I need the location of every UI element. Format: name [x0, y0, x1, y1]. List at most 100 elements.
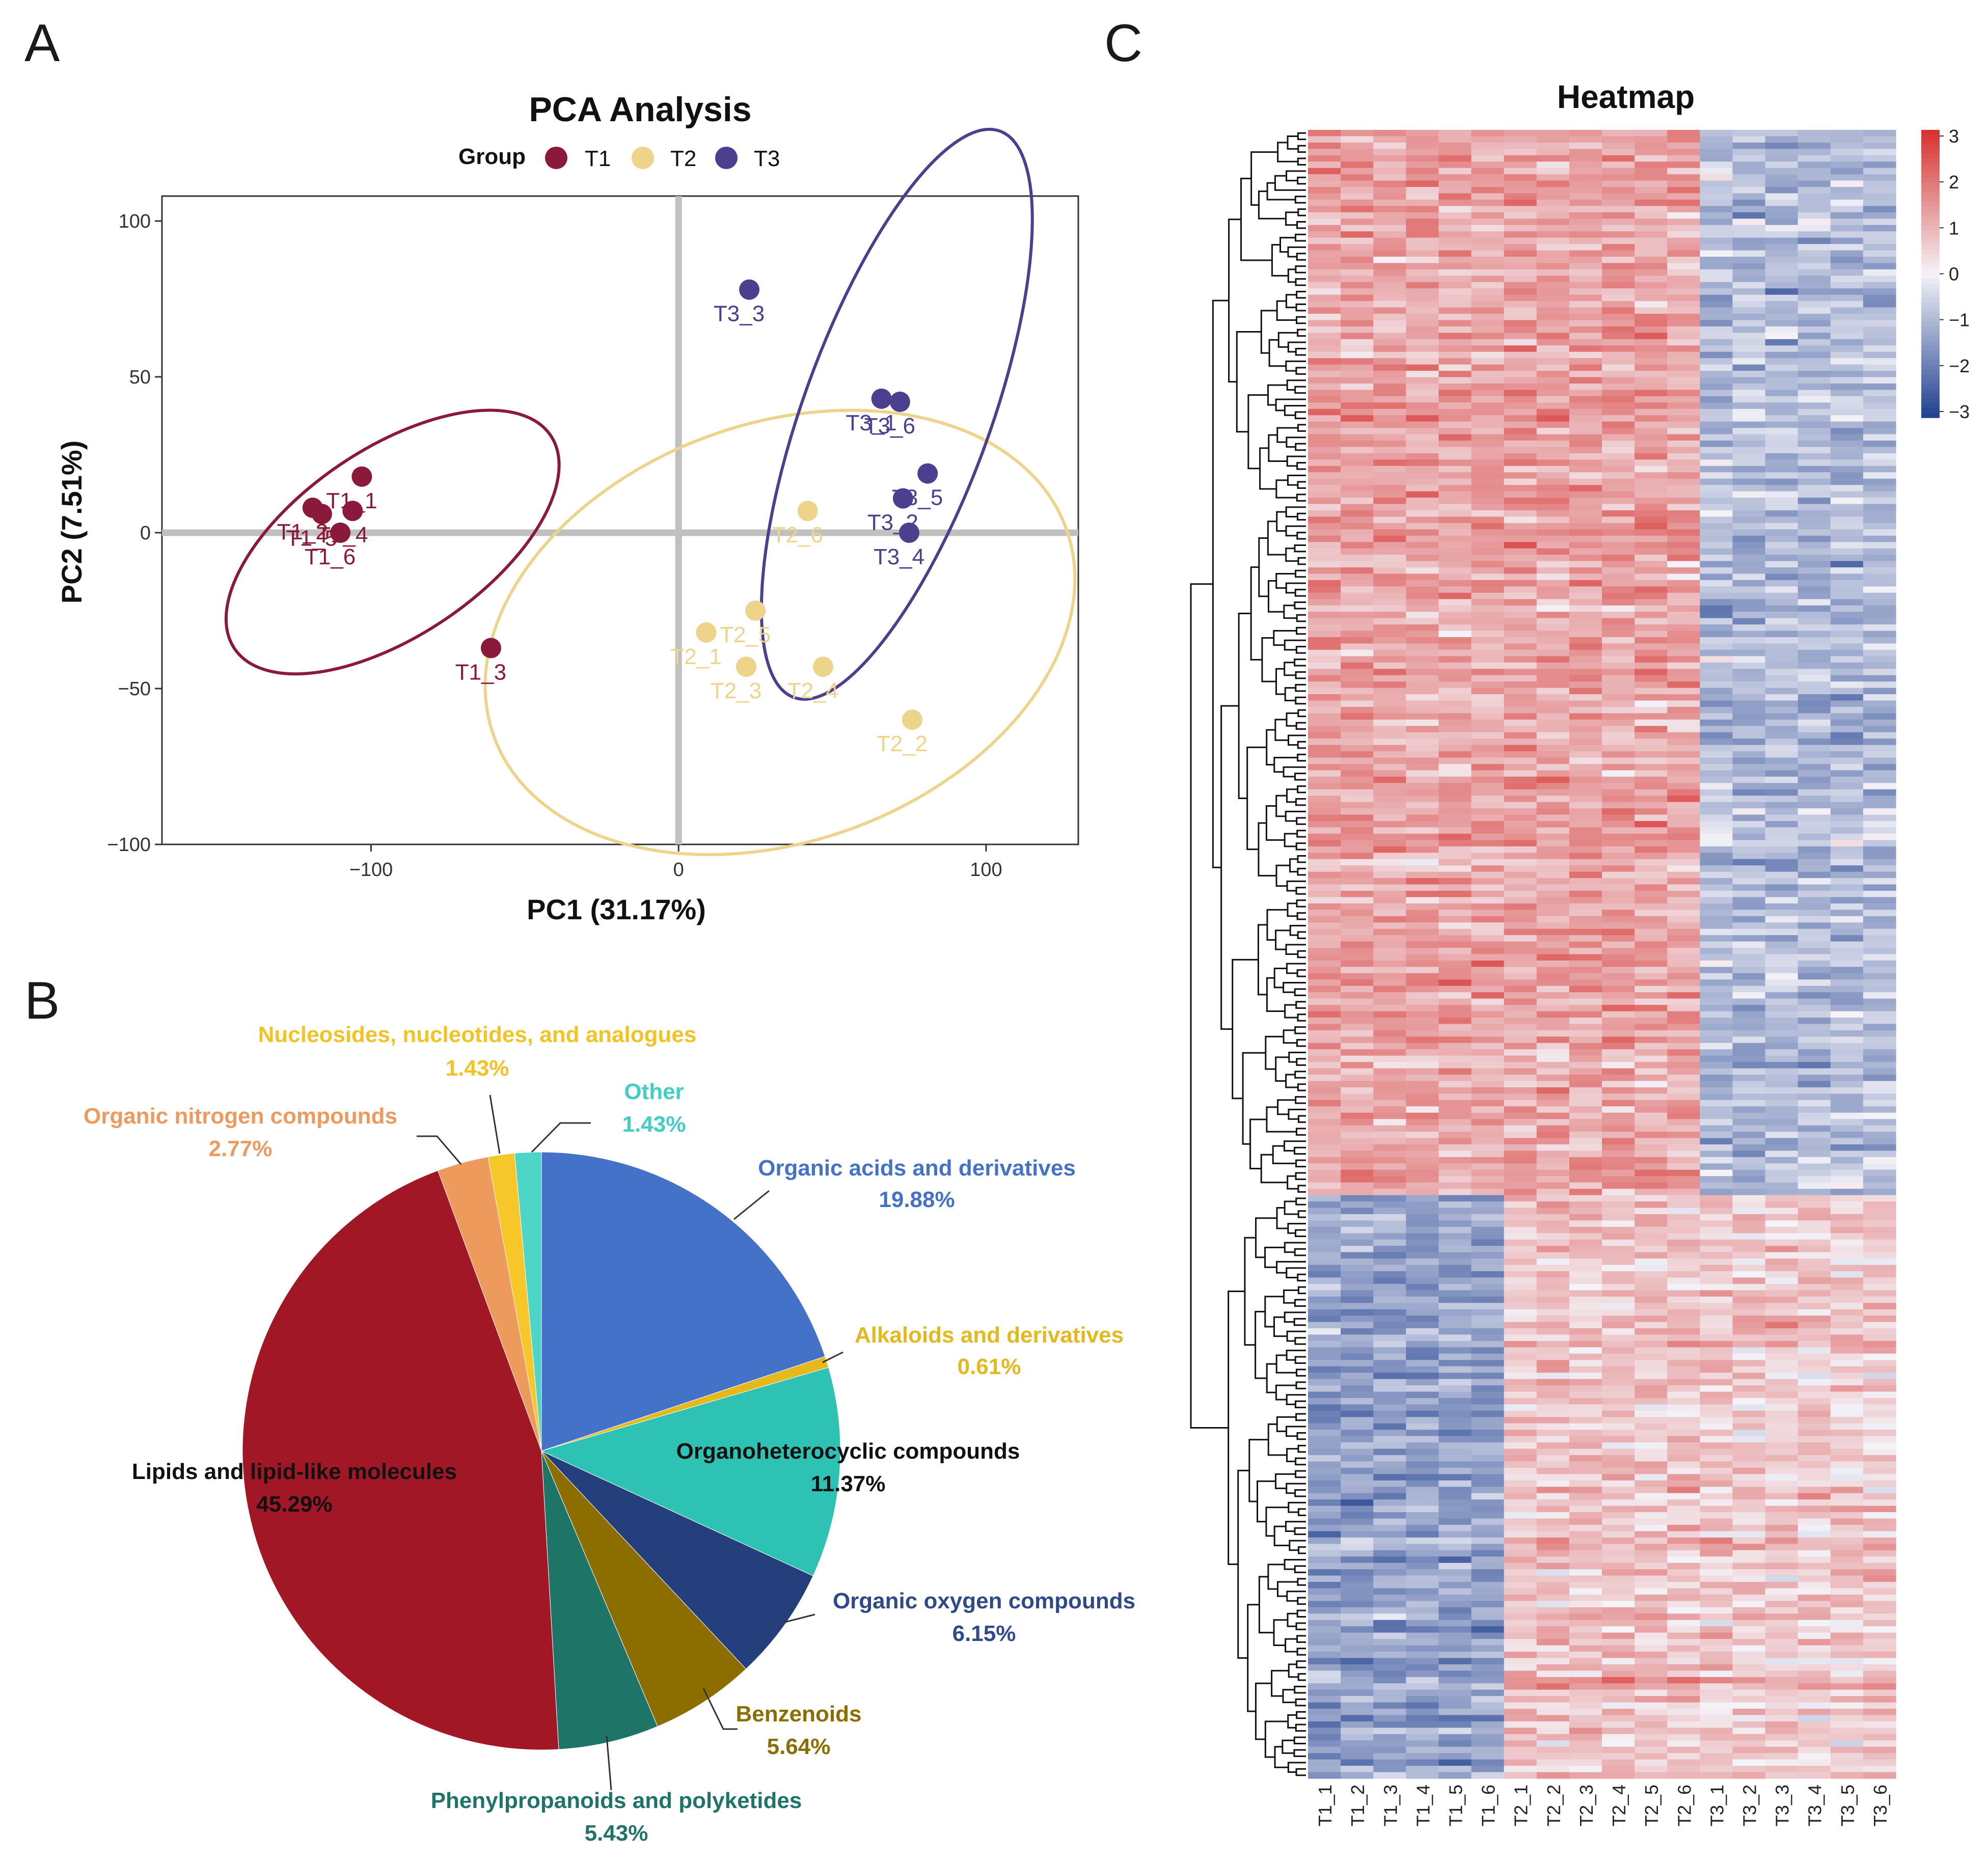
heatmap-cell [1438, 1138, 1472, 1145]
dendrogram-branch [1242, 1052, 1266, 1145]
heatmap-cell [1700, 434, 1733, 441]
heatmap-cell [1798, 1385, 1831, 1392]
heatmap-cell [1863, 402, 1896, 409]
heatmap-cell [1341, 250, 1374, 257]
heatmap-cell [1798, 1544, 1831, 1551]
heatmap-cell [1602, 649, 1635, 656]
heatmap-cell [1504, 1512, 1537, 1519]
dendrogram-branch [1283, 1289, 1299, 1304]
heatmap-cell [1438, 1366, 1472, 1373]
heatmap-cell [1863, 580, 1896, 587]
heatmap-cell [1341, 1340, 1374, 1348]
heatmap-cell [1341, 421, 1374, 428]
heatmap-cell [1602, 193, 1635, 200]
heatmap-cell [1308, 1195, 1341, 1202]
heatmap-cell [1765, 1373, 1799, 1380]
heatmap-cell [1406, 250, 1439, 257]
heatmap-cell [1471, 345, 1505, 352]
heatmap-cell [1504, 1258, 1537, 1266]
heatmap-cell [1308, 1189, 1341, 1196]
heatmap-cell [1765, 1525, 1799, 1532]
heatmap-cell [1602, 592, 1635, 599]
heatmap-cell [1732, 1487, 1766, 1494]
heatmap-cell [1798, 339, 1831, 346]
heatmap-cell [1536, 225, 1570, 232]
heatmap-cell [1667, 1018, 1700, 1025]
heatmap-cell [1830, 1652, 1864, 1659]
heatmap-cell [1504, 1018, 1537, 1025]
heatmap-cell [1635, 1448, 1668, 1456]
heatmap-cell [1341, 624, 1374, 632]
heatmap-cell [1830, 516, 1864, 524]
heatmap-cell [1341, 542, 1374, 549]
heatmap-cell [1308, 1119, 1341, 1126]
dendrogram-branch [1265, 805, 1285, 841]
heatmap-cell [1765, 783, 1799, 790]
heatmap-cell [1308, 1303, 1341, 1310]
heatmap-cell [1536, 1594, 1570, 1601]
heatmap-cell [1602, 351, 1635, 359]
heatmap-cell [1406, 580, 1439, 587]
heatmap-cell [1438, 244, 1472, 251]
heatmap-cell [1308, 948, 1341, 955]
heatmap-cell [1504, 491, 1537, 498]
heatmap-cell [1471, 1709, 1505, 1716]
heatmap-cell [1635, 1322, 1668, 1329]
heatmap-cell [1504, 1391, 1537, 1399]
heatmap-cell [1602, 706, 1635, 714]
heatmap-cell [1569, 928, 1602, 936]
heatmap-cell [1569, 1696, 1602, 1703]
heatmap-cell [1406, 408, 1439, 416]
heatmap-cell [1438, 681, 1472, 689]
heatmap-cell [1732, 523, 1766, 530]
heatmap-cell [1438, 1563, 1472, 1570]
heatmap-cell [1700, 649, 1733, 656]
heatmap-cell [1635, 878, 1668, 885]
heatmap-cell [1406, 649, 1439, 656]
heatmap-cell [1438, 1100, 1472, 1107]
heatmap-cell [1406, 371, 1439, 378]
heatmap-cell [1830, 1093, 1864, 1101]
heatmap-cell [1406, 1093, 1439, 1101]
heatmap-cell [1732, 1265, 1766, 1272]
heatmap-cell [1700, 136, 1733, 143]
heatmap-cell [1700, 1626, 1733, 1633]
heatmap-cell [1569, 142, 1602, 149]
heatmap-cell [1732, 1556, 1766, 1564]
heatmap-cell [1406, 586, 1439, 593]
heatmap-cell [1732, 453, 1766, 460]
heatmap-cell [1732, 529, 1766, 536]
heatmap-cell [1341, 719, 1374, 726]
heatmap-cell [1732, 542, 1766, 549]
heatmap-cell [1471, 922, 1505, 929]
heatmap-cell [1765, 485, 1799, 492]
heatmap-cell [1602, 1087, 1635, 1094]
heatmap-cell [1438, 269, 1472, 276]
heatmap-cell [1863, 1283, 1896, 1291]
heatmap-cell [1765, 307, 1799, 314]
heatmap-cell [1830, 1018, 1864, 1025]
heatmap-cell [1667, 580, 1700, 587]
leader-phenylpropanoids [606, 1735, 612, 1791]
heatmap-cell [1700, 1537, 1733, 1544]
heatmap-cell [1765, 535, 1799, 542]
heatmap-cell [1536, 345, 1570, 352]
heatmap-cell [1863, 1036, 1896, 1044]
heatmap-cell [1341, 567, 1374, 574]
dendrogram-branch [1285, 1521, 1306, 1532]
heatmap-cell [1536, 1512, 1570, 1519]
heatmap-cell [1471, 1505, 1505, 1513]
heatmap-cell [1406, 941, 1439, 948]
heatmap-cell [1308, 263, 1341, 270]
heatmap-cell [1667, 1303, 1700, 1310]
heatmap-cell [1373, 928, 1406, 936]
heatmap-cell [1798, 142, 1831, 149]
heatmap-cell [1732, 1404, 1766, 1411]
heatmap-cell [1504, 320, 1537, 327]
heatmap-cell [1732, 738, 1766, 746]
heatmap-cell [1406, 1239, 1439, 1246]
heatmap-cell [1406, 1652, 1439, 1659]
heatmap-cell [1536, 371, 1570, 378]
heatmap-cell [1700, 1404, 1733, 1411]
heatmap-cell [1732, 282, 1766, 289]
